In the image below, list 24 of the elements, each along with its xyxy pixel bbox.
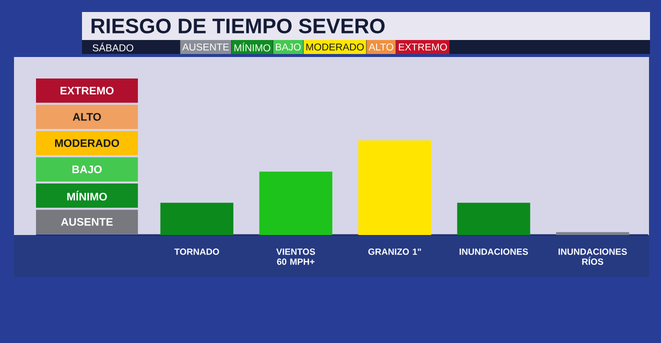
- text: AUSENTE: [182, 43, 229, 51]
- bar: [556, 232, 630, 235]
- x-tick-label: INUNDACIONES: [460, 248, 528, 255]
- x-tick-label: TORNADO: [174, 248, 220, 255]
- text: MODERADO: [306, 43, 364, 51]
- text: AUSENTE: [61, 218, 113, 226]
- text: ALTO: [368, 43, 394, 51]
- bar: [457, 202, 530, 235]
- text: EXTREMO: [60, 86, 114, 95]
- bar: [259, 172, 332, 235]
- text: BAJO: [72, 166, 102, 174]
- text: BAJO: [276, 43, 301, 51]
- text: MÍNIMO: [67, 190, 107, 201]
- x-tick-label: VIENTOS 60 MPH+: [276, 248, 316, 265]
- text: ALTO: [72, 113, 101, 121]
- x-tick-label: GRANIZO 1": [368, 248, 421, 255]
- x-tick-label: INUNDACIONES RÍOS: [558, 248, 627, 265]
- bar: [160, 202, 234, 235]
- text: EXTREMO: [398, 43, 447, 51]
- bar: [358, 140, 432, 235]
- chart-subtitle: SÁBADO: [92, 42, 134, 52]
- text: MÍNIMO: [234, 42, 270, 52]
- chart-title: RIESGO DE TIEMPO SEVERO: [92, 18, 385, 34]
- text: MODERADO: [55, 139, 120, 148]
